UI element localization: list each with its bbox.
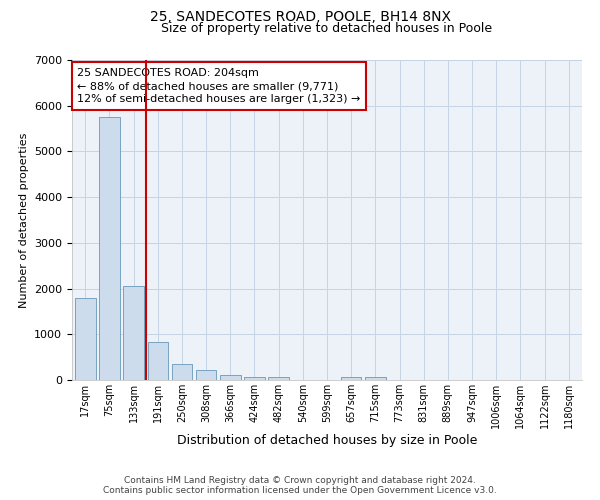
X-axis label: Distribution of detached houses by size in Poole: Distribution of detached houses by size …: [177, 434, 477, 447]
Text: 25 SANDECOTES ROAD: 204sqm
← 88% of detached houses are smaller (9,771)
12% of s: 25 SANDECOTES ROAD: 204sqm ← 88% of deta…: [77, 68, 361, 104]
Bar: [220, 374, 241, 380]
Y-axis label: Number of detached properties: Number of detached properties: [19, 132, 29, 308]
Bar: [268, 377, 289, 380]
Bar: [365, 377, 386, 380]
Bar: [244, 377, 265, 380]
Title: Size of property relative to detached houses in Poole: Size of property relative to detached ho…: [161, 22, 493, 35]
Text: 25, SANDECOTES ROAD, POOLE, BH14 8NX: 25, SANDECOTES ROAD, POOLE, BH14 8NX: [149, 10, 451, 24]
Bar: [341, 377, 361, 380]
Bar: [148, 342, 168, 380]
Bar: [196, 370, 217, 380]
Bar: [172, 364, 192, 380]
Text: Contains HM Land Registry data © Crown copyright and database right 2024.
Contai: Contains HM Land Registry data © Crown c…: [103, 476, 497, 495]
Bar: [75, 298, 95, 380]
Bar: [99, 117, 120, 380]
Bar: [124, 286, 144, 380]
